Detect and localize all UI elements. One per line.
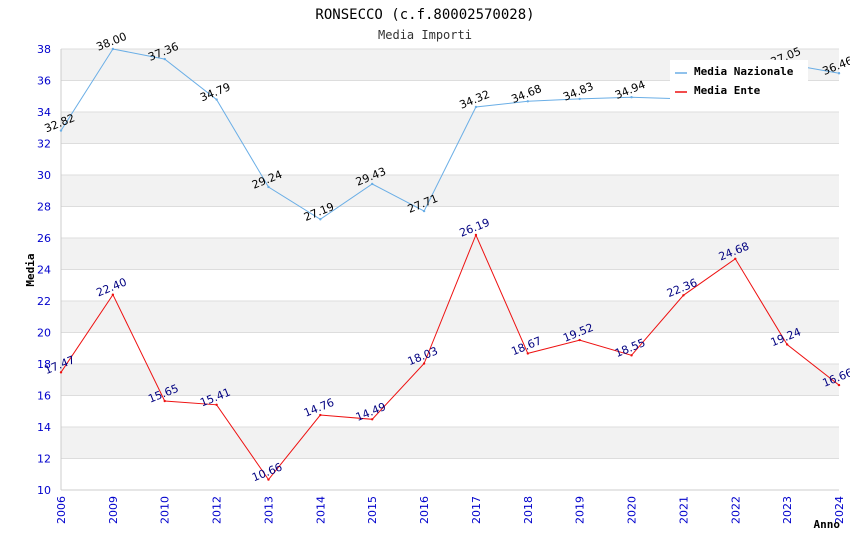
data-point xyxy=(319,413,322,417)
y-tick-label: 34 xyxy=(37,106,51,119)
data-point xyxy=(682,294,685,297)
data-point xyxy=(267,185,270,189)
y-tick-label: 38 xyxy=(37,43,51,56)
data-point xyxy=(422,362,426,365)
y-axis-ticks: 10 12 14 16 18 20 22 24 26 28 30 32 34 36 38 xyxy=(37,43,51,497)
data-point xyxy=(837,383,841,387)
y-tick-label: 26 xyxy=(37,232,51,245)
data-point xyxy=(630,95,633,99)
x-axis-ticks: 2006 2009 2010 2012 2013 2014 2015 2016 2017 2018… xyxy=(55,496,846,524)
series-line-media-ente xyxy=(60,233,840,481)
y-tick-label: 16 xyxy=(37,390,51,403)
y-tick-label: 30 xyxy=(37,169,51,182)
y-axis-label: Media xyxy=(24,253,37,286)
data-point xyxy=(474,233,478,237)
x-tick-label: 2022 xyxy=(729,496,742,524)
data-point xyxy=(578,97,581,101)
grid-band xyxy=(61,395,839,427)
x-tick-label: 2013 xyxy=(262,496,275,524)
data-point xyxy=(319,218,322,221)
y-tick-label: 36 xyxy=(37,75,51,88)
data-point xyxy=(526,352,529,355)
y-tick-label: 14 xyxy=(37,421,51,434)
data-point xyxy=(111,293,115,296)
y-tick-label: 20 xyxy=(37,327,51,340)
legend-label-media-nazionale: Media Nazionale xyxy=(694,65,794,78)
chart-title: RONSECCO (c.f.80002570028) xyxy=(315,7,534,23)
legend-label-media-ente: Media Ente xyxy=(694,84,761,97)
x-tick-label: 2020 xyxy=(626,496,639,524)
y-tick-label: 12 xyxy=(37,453,51,466)
data-point xyxy=(785,343,789,346)
data-point xyxy=(578,338,581,342)
grid-band xyxy=(61,112,839,144)
data-point xyxy=(630,354,633,357)
data-point xyxy=(215,403,218,406)
data-point xyxy=(163,57,166,61)
grid-band xyxy=(61,206,839,238)
data-point xyxy=(526,100,529,103)
x-tick-label: 2016 xyxy=(418,496,431,524)
x-tick-label: 2023 xyxy=(781,496,794,524)
x-tick-label: 2017 xyxy=(470,496,483,524)
y-tick-label: 22 xyxy=(37,295,51,308)
x-tick-label: 2009 xyxy=(107,496,120,524)
x-tick-label: 2014 xyxy=(314,496,327,524)
x-tick-label: 2006 xyxy=(55,496,68,524)
grid-band xyxy=(61,364,839,396)
y-tick-label: 28 xyxy=(37,201,51,214)
grid-band xyxy=(61,458,839,490)
x-tick-label: 2021 xyxy=(677,496,690,524)
grid-band xyxy=(61,175,839,207)
legend-background xyxy=(670,60,808,102)
chart-subtitle: Media Importi xyxy=(378,28,472,42)
grid-bands xyxy=(60,48,839,491)
data-point xyxy=(111,47,115,51)
x-tick-label: 2015 xyxy=(366,496,379,524)
data-point xyxy=(59,129,63,132)
grid-band xyxy=(61,301,839,333)
data-point xyxy=(267,478,270,481)
grid-band xyxy=(61,427,839,459)
y-tick-label: 18 xyxy=(37,358,51,371)
data-point xyxy=(371,182,374,186)
x-tick-label: 2024 xyxy=(833,496,846,524)
data-point xyxy=(59,371,63,374)
y-tick-label: 32 xyxy=(37,138,51,151)
x-tick-label: 2012 xyxy=(211,496,224,524)
data-point xyxy=(163,399,166,403)
grid-band xyxy=(61,269,839,301)
y-tick-label: 24 xyxy=(37,264,51,277)
y-tick-label: 10 xyxy=(37,484,51,497)
data-point xyxy=(422,209,426,213)
data-point xyxy=(734,257,737,260)
legend: Media Nazionale Media Ente xyxy=(670,60,808,102)
x-tick-label: 2019 xyxy=(574,496,587,524)
x-tick-label: 2010 xyxy=(159,496,172,524)
data-point xyxy=(474,105,478,109)
data-point xyxy=(371,418,374,421)
x-tick-label: 2018 xyxy=(522,496,535,524)
grid-band xyxy=(61,332,839,364)
data-point xyxy=(837,72,841,75)
grid-band xyxy=(61,238,839,270)
data-point xyxy=(215,98,218,101)
x-axis-label: Anno xyxy=(814,518,841,531)
